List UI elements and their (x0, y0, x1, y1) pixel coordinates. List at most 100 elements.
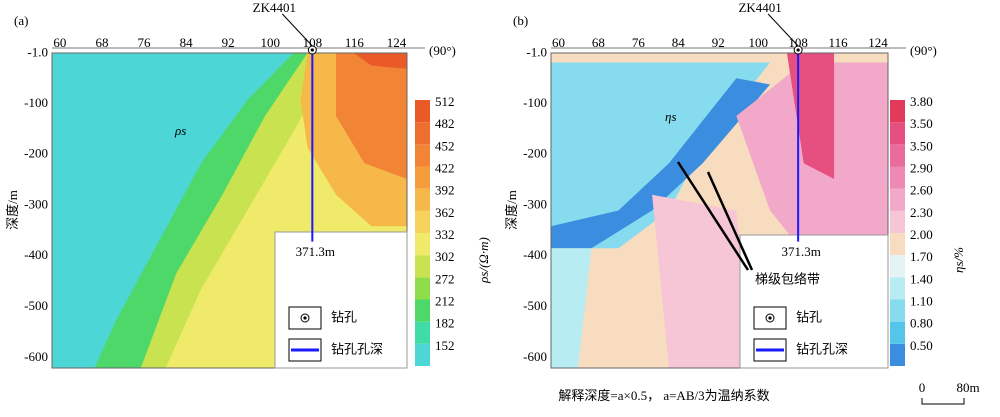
plot-frame (51, 52, 408, 369)
x-tick-label: 124 (387, 35, 407, 50)
colorbar-label: 3.50 (910, 116, 933, 131)
colorbar-swatch (890, 210, 905, 233)
colorbar-swatch (890, 166, 905, 189)
panel-label: (a) (14, 13, 28, 28)
x-tick-label: 124 (868, 35, 888, 50)
x-tick-label: 84 (672, 35, 686, 50)
colorbar-label: 482 (435, 116, 455, 131)
x-tick-label: 60 (53, 35, 66, 50)
colorbar-label: 2.60 (910, 183, 933, 198)
contour-region (551, 248, 592, 368)
colorbar-swatch (415, 188, 430, 211)
y-tick-label: -1.0 (27, 44, 48, 59)
colorbar-swatch (890, 100, 905, 123)
contour-region (353, 53, 407, 69)
colorbar-label: 1.70 (910, 249, 933, 264)
field-label: ρs (174, 123, 186, 138)
borehole-leader (767, 13, 799, 47)
borehole-marker (796, 48, 800, 52)
scale-bar (921, 398, 965, 405)
colorbar-swatch (415, 122, 430, 145)
legend-label: 钻孔 (331, 311, 357, 326)
y-tick-label: -300 (523, 196, 547, 211)
borehole-name: ZK4401 (253, 0, 296, 15)
colorbar-label: 0.80 (910, 316, 933, 331)
annotation: 梯级包络带 (755, 272, 820, 288)
colorbar-swatch (415, 343, 430, 366)
y-tick-label: -500 (24, 298, 48, 313)
footer: 解释深度=a×0.5， a=AB/3为温纳系数 (558, 388, 769, 403)
colorbar-label: 452 (435, 138, 455, 153)
x-tick-label: 84 (180, 35, 194, 50)
colorbar-label: 332 (435, 227, 455, 242)
colorbar-label: 1.40 (910, 271, 933, 286)
colorbar-label: 362 (435, 205, 455, 220)
envelope-line (706, 171, 754, 271)
panels: (a) 60 68 76 84 92 100 108 116 124 (90°) -1.0 -100 -2… (5, 0, 966, 369)
x-unit: (90°) (910, 43, 937, 58)
x-tick-label: 92 (712, 35, 725, 50)
colorbar-label: 392 (435, 183, 455, 198)
colorbar-label: 272 (435, 271, 455, 286)
y-tick-label: -400 (24, 247, 48, 262)
y-tick-label: -300 (24, 196, 48, 211)
x-unit: (90°) (429, 43, 456, 58)
y-tick-label: -1.0 (526, 44, 547, 59)
envelope-line (676, 161, 750, 271)
y-tick-label: -500 (523, 298, 547, 313)
x-tick-label: 108 (303, 35, 323, 50)
y-tick-label: -200 (523, 146, 547, 161)
legend-label: 钻孔孔深 (796, 343, 848, 358)
y-tick-label: -400 (523, 247, 547, 262)
y-tick-label: -100 (24, 95, 48, 110)
colorbar-label: 152 (435, 338, 455, 353)
x-tick-label: 68 (592, 35, 605, 50)
scale-label: 80m (956, 380, 979, 395)
colorbar-label: 2.00 (910, 227, 933, 242)
colorbar-swatch (890, 233, 905, 256)
colorbar-swatch (890, 144, 905, 167)
colorbar-swatch (415, 299, 430, 322)
y-tick-label: -100 (523, 95, 547, 110)
y-tick-label: -600 (24, 349, 48, 364)
contour-region (336, 53, 407, 179)
colorbar-label: 3.50 (910, 138, 933, 153)
borehole-name: ZK4401 (738, 0, 781, 15)
colorbar-label: 2.90 (910, 160, 933, 175)
colorbar-swatch (415, 321, 430, 344)
x-tick-label: 76 (632, 35, 646, 50)
y-axis-label: 深度/m (5, 190, 20, 230)
x-tick-label: 108 (788, 35, 808, 50)
x-tick-label: 60 (552, 35, 565, 50)
x-tick-label: 116 (829, 35, 849, 50)
y-axis-label: 深度/m (504, 190, 519, 230)
legend-icon (768, 316, 772, 320)
colorbar-swatch (890, 321, 905, 344)
colorbar-label: 422 (435, 160, 455, 175)
contour-region (551, 78, 771, 249)
borehole-leader (281, 13, 313, 47)
colorbar-title: ηs/% (951, 247, 966, 273)
colorbar-title: ρs/(Ω·m) (476, 237, 491, 284)
borehole-depth: 371.3m (296, 244, 335, 259)
colorbar-swatch (415, 233, 430, 256)
panel-label: (b) (513, 13, 528, 28)
colorbar-label: 212 (435, 293, 455, 308)
colorbar-swatch (415, 277, 430, 300)
colorbar-label: 2.30 (910, 205, 933, 220)
x-tick-label: 68 (95, 35, 108, 50)
x-tick-label: 100 (748, 35, 768, 50)
colorbar-swatch (890, 277, 905, 300)
y-tick-label: -600 (523, 349, 547, 364)
x-tick-label: 76 (138, 35, 152, 50)
colorbar-swatch (890, 299, 905, 322)
borehole-depth: 371.3m (781, 244, 820, 259)
colorbar-swatch (415, 166, 430, 189)
colorbar-swatch (415, 255, 430, 278)
plot-frame (550, 52, 889, 369)
x-tick-label: 116 (345, 35, 365, 50)
colorbar-label: 3.80 (910, 94, 933, 109)
colorbar-label: 182 (435, 316, 455, 331)
scale-label: 0 (919, 380, 926, 395)
